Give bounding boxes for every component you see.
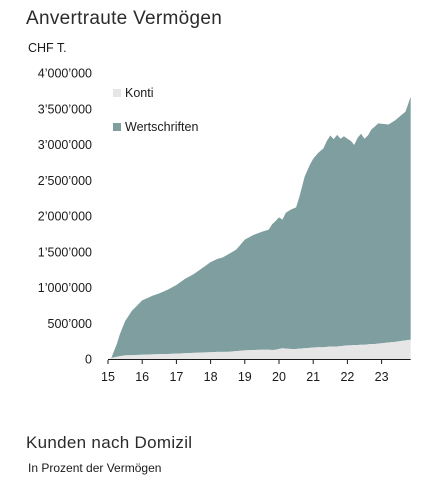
y-tick-label: 3’500’000 <box>38 102 92 116</box>
section-subtitle-domizil: In Prozent der Vermögen <box>28 461 162 475</box>
x-tick-label: 23 <box>375 370 389 384</box>
y-tick-label: 1’500’000 <box>38 245 92 259</box>
x-tick-label: 17 <box>169 370 183 384</box>
y-tick-label: 0 <box>85 353 92 367</box>
unit-label: CHF T. <box>28 41 67 55</box>
section-title-domizil: Kunden nach Domizil <box>26 433 193 452</box>
area-wertschriften <box>108 96 411 359</box>
legend-swatch-wertschriften <box>113 123 121 131</box>
y-tick-label: 4’000’000 <box>38 67 92 81</box>
x-tick-label: 19 <box>238 370 252 384</box>
legend-label-wertschriften: Wertschriften <box>125 120 198 134</box>
chart-title: Anvertraute Vermögen <box>26 8 223 29</box>
x-tick-label: 18 <box>204 370 218 384</box>
legend-label-konti: Konti <box>125 86 154 100</box>
x-tick-label: 15 <box>101 370 115 384</box>
y-tick-label: 2’000’000 <box>38 210 92 224</box>
x-tick-label: 21 <box>306 370 320 384</box>
legend-swatch-konti <box>113 89 121 97</box>
y-tick-label: 3’000’000 <box>38 138 92 152</box>
x-tick-label: 22 <box>340 370 354 384</box>
area-layer <box>108 96 411 359</box>
legend: Konti Wertschriften <box>113 86 198 134</box>
x-tick-label: 16 <box>135 370 149 384</box>
y-axis: 0 500’000 1’000’000 1’500’000 2’000’000 2’500… <box>38 67 92 367</box>
y-tick-label: 1’000’000 <box>38 281 92 295</box>
area-konti <box>108 339 411 359</box>
x-axis: 15 16 17 18 19 20 21 22 23 <box>101 360 389 384</box>
y-tick-label: 2’500’000 <box>38 174 92 188</box>
x-tick-label: 20 <box>272 370 286 384</box>
y-tick-label: 500’000 <box>48 317 93 331</box>
